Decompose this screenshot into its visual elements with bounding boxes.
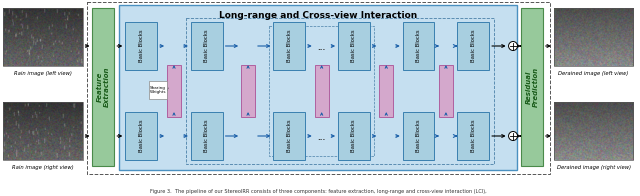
- Text: ...: ...: [317, 45, 326, 51]
- Text: Rain image (right view): Rain image (right view): [12, 164, 74, 170]
- FancyBboxPatch shape: [458, 112, 489, 160]
- Text: Rain image (left view): Rain image (left view): [14, 71, 72, 75]
- FancyBboxPatch shape: [439, 65, 453, 117]
- Text: Basic Blocks: Basic Blocks: [287, 30, 292, 62]
- Text: Basic Blocks: Basic Blocks: [287, 120, 292, 152]
- FancyBboxPatch shape: [191, 112, 223, 160]
- Circle shape: [509, 42, 518, 51]
- Text: Sharing
Weights: Sharing Weights: [150, 86, 166, 94]
- Text: Basic Blocks: Basic Blocks: [139, 30, 144, 62]
- Text: Basic Blocks: Basic Blocks: [416, 30, 421, 62]
- FancyBboxPatch shape: [125, 22, 157, 70]
- Text: Basic Blocks: Basic Blocks: [471, 120, 476, 152]
- FancyBboxPatch shape: [167, 65, 181, 117]
- FancyBboxPatch shape: [403, 112, 435, 160]
- Text: Derained image (left view): Derained image (left view): [559, 71, 628, 75]
- Text: Basic Blocks: Basic Blocks: [351, 30, 356, 62]
- Text: Basic Blocks: Basic Blocks: [471, 30, 476, 62]
- Text: Derained image (right view): Derained image (right view): [557, 164, 630, 170]
- FancyBboxPatch shape: [273, 22, 305, 70]
- FancyBboxPatch shape: [380, 65, 393, 117]
- FancyBboxPatch shape: [92, 8, 115, 166]
- FancyBboxPatch shape: [458, 22, 489, 70]
- Text: Residual
Prediction: Residual Prediction: [525, 67, 538, 107]
- Text: Basic Blocks: Basic Blocks: [139, 120, 144, 152]
- Text: DMA: DMA: [172, 83, 177, 99]
- FancyBboxPatch shape: [521, 8, 543, 166]
- FancyBboxPatch shape: [119, 5, 517, 170]
- Text: Basic Blocks: Basic Blocks: [416, 120, 421, 152]
- Text: DMA: DMA: [384, 83, 388, 99]
- Text: Figure 3.  The pipeline of our StereoIRR consists of three components: feature e: Figure 3. The pipeline of our StereoIRR …: [150, 189, 486, 193]
- FancyBboxPatch shape: [241, 65, 255, 117]
- Text: Basic Blocks: Basic Blocks: [351, 120, 356, 152]
- Text: Feature
Extraction: Feature Extraction: [97, 67, 110, 107]
- FancyBboxPatch shape: [125, 112, 157, 160]
- Text: Long-range and Cross-view Interaction: Long-range and Cross-view Interaction: [219, 11, 417, 19]
- Text: ...: ...: [317, 135, 326, 141]
- Text: DMA: DMA: [246, 83, 251, 99]
- FancyBboxPatch shape: [273, 112, 305, 160]
- FancyBboxPatch shape: [338, 112, 370, 160]
- Circle shape: [509, 132, 518, 141]
- Text: DMA: DMA: [319, 83, 324, 99]
- FancyBboxPatch shape: [338, 22, 370, 70]
- FancyBboxPatch shape: [149, 81, 167, 99]
- Text: DMA: DMA: [444, 83, 449, 99]
- Text: Basic Blocks: Basic Blocks: [204, 30, 209, 62]
- Text: Basic Blocks: Basic Blocks: [204, 120, 209, 152]
- FancyBboxPatch shape: [315, 65, 328, 117]
- FancyBboxPatch shape: [191, 22, 223, 70]
- FancyBboxPatch shape: [403, 22, 435, 70]
